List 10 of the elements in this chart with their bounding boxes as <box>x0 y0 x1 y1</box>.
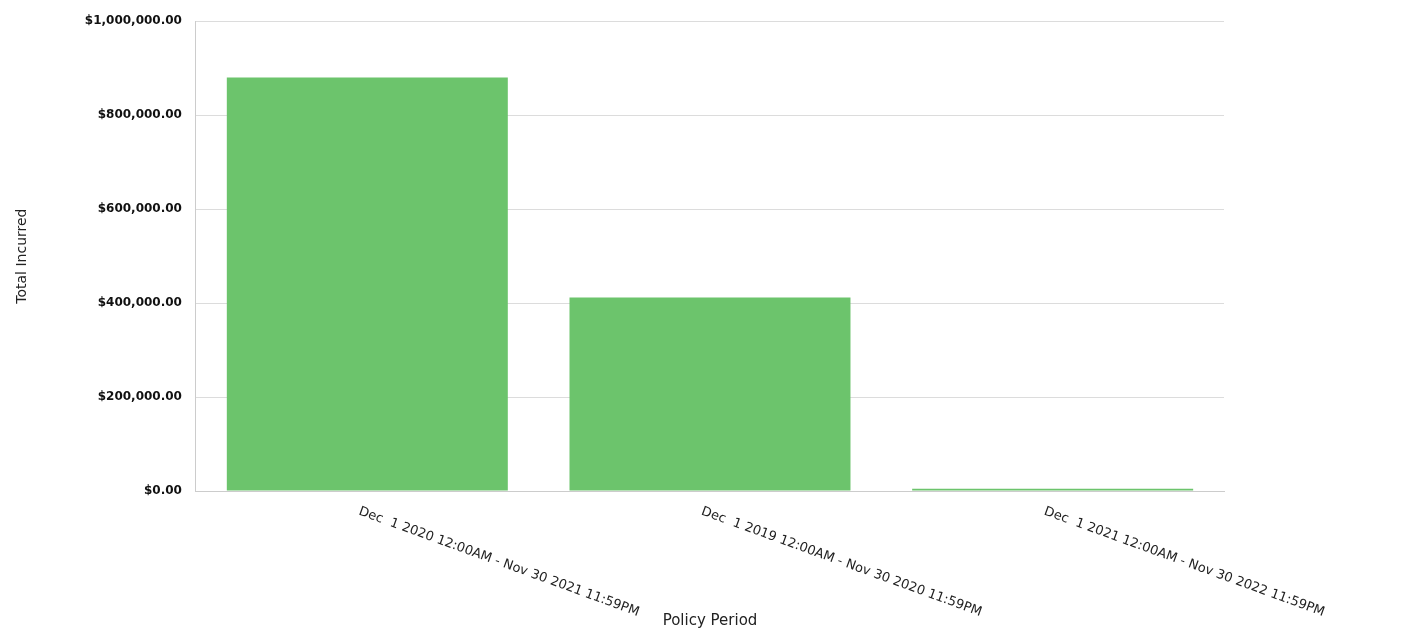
y-tick-label: $800,000.00 <box>97 107 182 122</box>
x-axis-title: Policy Period <box>662 610 758 629</box>
bar <box>569 297 851 491</box>
y-tick-label: $200,000.00 <box>97 389 182 404</box>
y-tick-label: $600,000.00 <box>97 201 182 216</box>
y-tick-label: $1,000,000.00 <box>84 13 182 28</box>
bar <box>226 77 508 491</box>
y-tick-label: $0.00 <box>144 483 182 498</box>
y-tick-label: $400,000.00 <box>97 295 182 310</box>
y-axis-title: Total Incurred <box>13 208 30 305</box>
